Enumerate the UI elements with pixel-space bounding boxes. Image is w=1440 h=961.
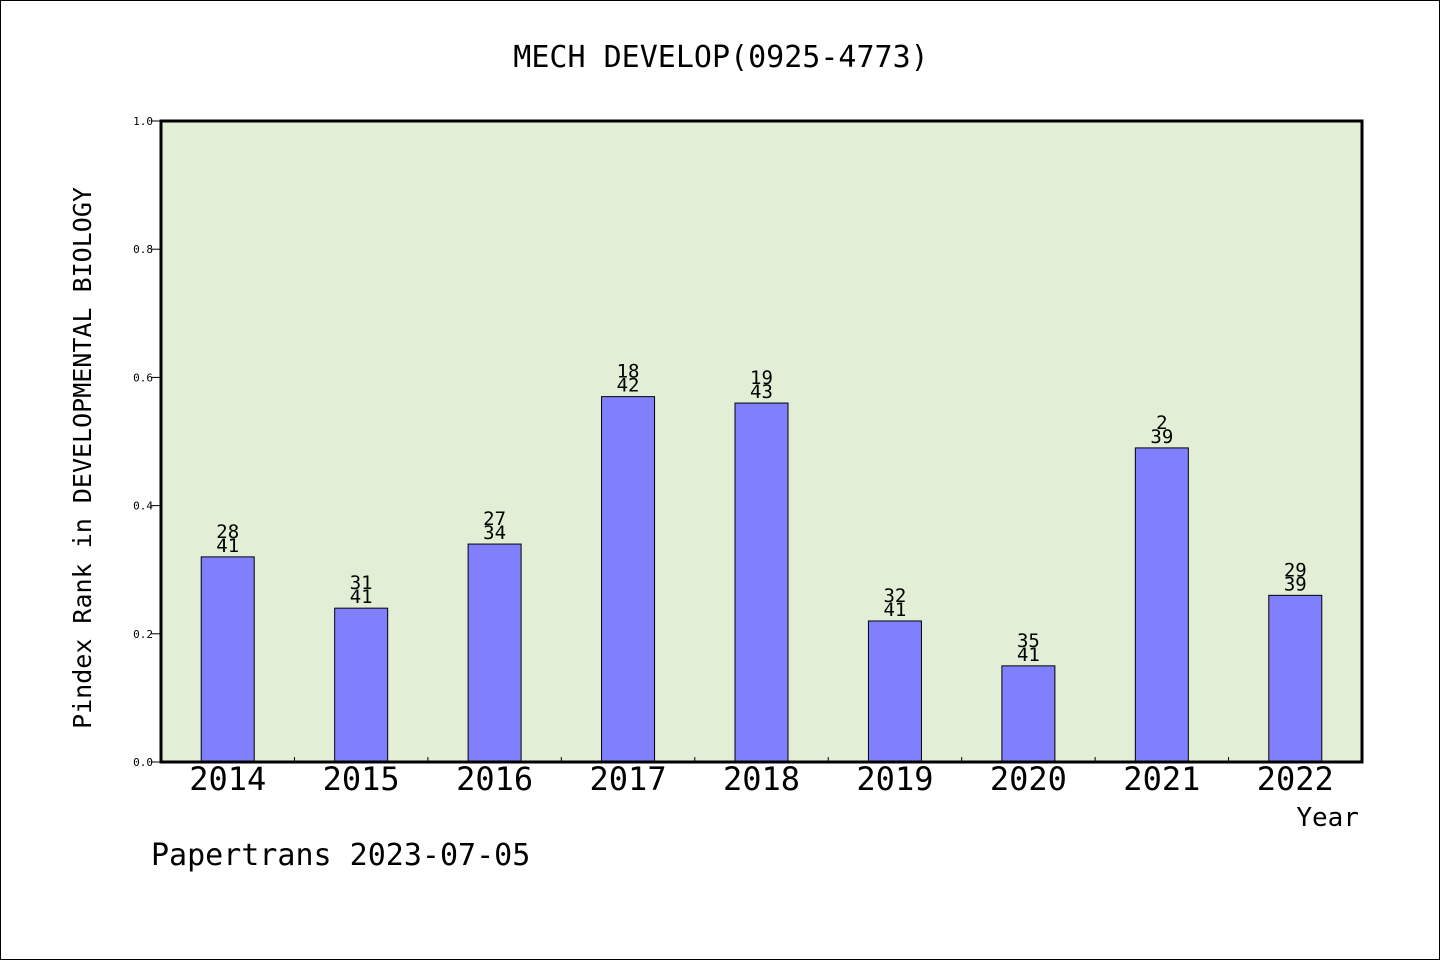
x-axis: 2014 2015 2016 2017 2018 2019 2020 2021 2022 — [189, 757, 1334, 798]
bar-label-top: 18 — [617, 361, 640, 383]
bar — [734, 402, 789, 763]
bar-label-bottom: 41 — [216, 535, 239, 557]
y-tick-label: 1.0 — [133, 115, 153, 128]
x-tick-label: 2019 — [856, 760, 933, 798]
bar-label-top: 27 — [483, 508, 506, 530]
y-axis-label: Pindex Rank in DEVELOPMENTAL BIOLOGY — [68, 187, 97, 729]
bar — [1268, 594, 1323, 763]
y-tick-label: 0.4 — [133, 500, 153, 513]
x-tick-label: 2017 — [590, 760, 667, 798]
bar-label-top: 31 — [350, 572, 373, 594]
bar — [467, 543, 522, 763]
x-tick-label: 2014 — [189, 760, 266, 798]
bar — [334, 607, 389, 763]
bar-label-bottom: 42 — [617, 375, 640, 397]
footer-credit: Papertrans 2023-07-05 — [151, 838, 530, 873]
bar-label-top: 28 — [216, 521, 239, 543]
bar-label-bottom: 41 — [350, 586, 373, 608]
bar — [1001, 665, 1056, 763]
bar-label-top: 32 — [883, 585, 906, 607]
bar-label-bottom: 43 — [750, 381, 773, 403]
x-tick-label: 2022 — [1257, 760, 1334, 798]
bar-label-bottom: 39 — [1284, 573, 1307, 595]
y-tick-label: 0.6 — [133, 371, 153, 384]
x-tick-label: 2021 — [1123, 760, 1200, 798]
bar-label-bottom: 41 — [1017, 644, 1040, 666]
bar-label-bottom: 39 — [1150, 426, 1173, 448]
bar — [1134, 447, 1189, 763]
x-tick-label: 2015 — [323, 760, 400, 798]
bar — [601, 396, 656, 763]
x-tick-label: 2016 — [456, 760, 533, 798]
bar-label-top: 19 — [750, 367, 773, 389]
bar-label-top: 29 — [1284, 559, 1307, 581]
chart-title: MECH DEVELOP(0925-4773) — [513, 40, 928, 75]
bar-label-top: 2 — [1156, 412, 1167, 434]
bar-label-bottom: 34 — [483, 522, 506, 544]
bar-label-top: 35 — [1017, 630, 1040, 652]
bar — [867, 620, 922, 763]
bar-label-bottom: 41 — [883, 599, 906, 621]
bar — [200, 556, 255, 763]
x-tick-label: 2018 — [723, 760, 800, 798]
y-tick-label: 0.8 — [133, 243, 153, 256]
y-tick-label: 0.0 — [133, 756, 153, 769]
x-axis-label: Year — [1296, 803, 1359, 833]
y-axis: 0.0 0.2 0.4 0.6 0.8 1.0 — [133, 115, 161, 769]
x-tick-label: 2020 — [990, 760, 1067, 798]
plot-border — [159, 119, 1364, 764]
y-tick-label: 0.2 — [133, 628, 153, 641]
